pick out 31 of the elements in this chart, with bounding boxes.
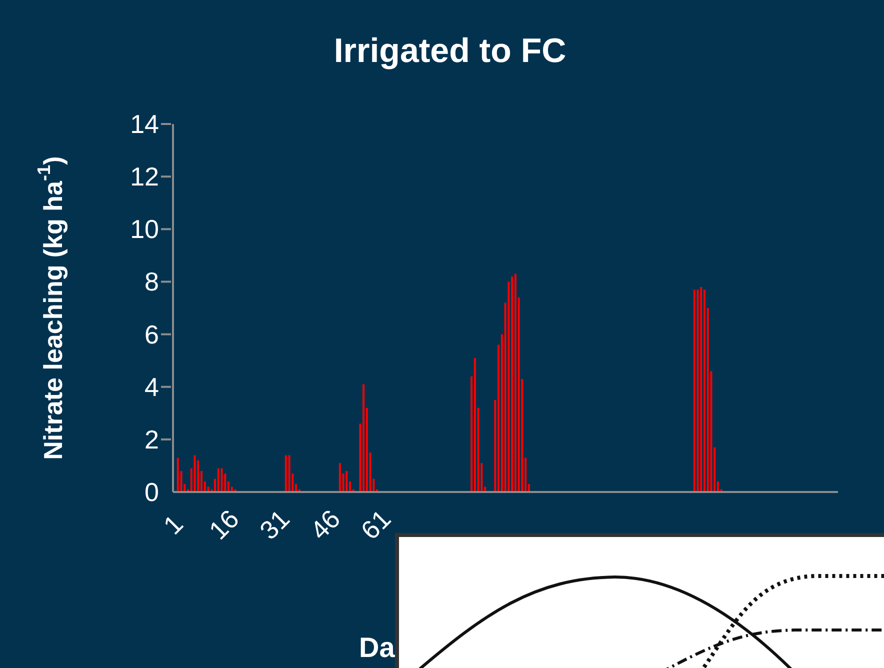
bar [346, 470, 348, 492]
bar [217, 468, 220, 492]
y-tick-label: 4 [144, 372, 159, 402]
y-tick-label: 12 [130, 162, 159, 192]
x-tick-label: 1 [157, 508, 189, 540]
chart-title: Irrigated to FC [332, 32, 568, 71]
y-tick-label: 0 [144, 477, 159, 507]
x-tick-label: 61 [354, 504, 397, 546]
x-axis-title: Da [359, 632, 396, 663]
y-tick-label: 14 [130, 109, 159, 139]
bar [514, 274, 516, 492]
bar [176, 458, 179, 492]
bar [696, 290, 699, 492]
bar [284, 455, 287, 492]
y-tick-label: 8 [144, 266, 159, 297]
bar [511, 276, 514, 492]
bar [288, 455, 290, 492]
bar [194, 455, 196, 492]
bar [474, 358, 476, 492]
y-tick-label: 10 [130, 214, 159, 244]
y-tick-label: 2 [144, 424, 159, 454]
bar [338, 463, 341, 492]
x-tick-label: 16 [202, 504, 245, 546]
x-tick-label: 31 [254, 504, 296, 546]
bar [693, 290, 696, 492]
bar [703, 290, 706, 492]
bar [220, 468, 223, 492]
bar [362, 384, 365, 492]
x-tick-label: 46 [304, 504, 346, 546]
bar [700, 286, 702, 492]
y-tick-label: 6 [144, 319, 159, 350]
